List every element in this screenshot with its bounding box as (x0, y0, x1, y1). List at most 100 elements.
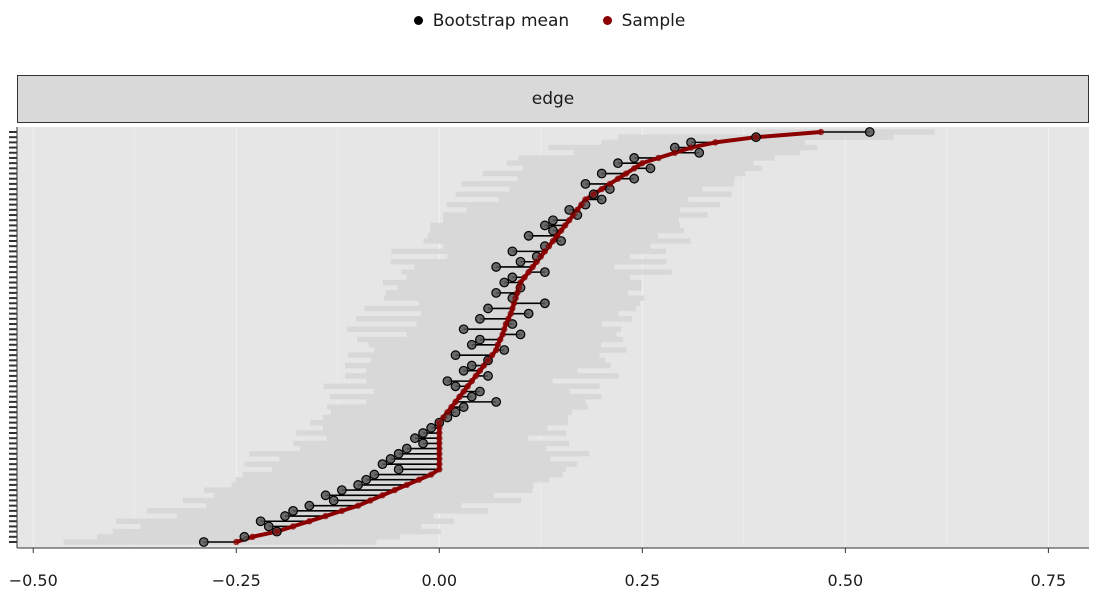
bootstrap-mean-point (450, 407, 461, 418)
sample-point (515, 284, 523, 291)
bootstrap-mean-point (864, 127, 875, 137)
bootstrap-mean-point (548, 225, 558, 236)
bootstrap-mean-point (450, 350, 461, 361)
sample-point (436, 445, 443, 452)
x-tick-label: 0.75 (1031, 571, 1067, 590)
sample-point (512, 294, 519, 302)
bootstrap-mean-point (198, 537, 209, 547)
sample-point (561, 222, 569, 229)
sample-point (622, 170, 630, 177)
bootstrap-mean-point (328, 495, 339, 506)
legend-label: Sample (621, 10, 686, 31)
bootstrap-mean-point (361, 474, 372, 485)
legend-item-bootstrap-mean[interactable]: Bootstrap mean (413, 10, 570, 31)
sample-point (249, 533, 256, 541)
sample-point (525, 268, 532, 276)
bootstrap-mean-point (393, 464, 404, 475)
sample-point (492, 346, 500, 354)
legend-item-sample[interactable]: Sample (602, 10, 686, 31)
sample-point (606, 180, 614, 188)
sample-point (553, 232, 561, 239)
bootstrap-mean-point (499, 345, 510, 355)
bootstrap-mean-point (539, 267, 550, 278)
sample-point (557, 227, 565, 234)
sample-point (817, 128, 825, 136)
bootstrap-mean-point (613, 158, 623, 169)
sample-point (631, 165, 638, 172)
sample-point (436, 450, 443, 457)
bootstrap-mean-point (458, 402, 469, 412)
x-tick-label: 0.25 (625, 571, 661, 590)
sample-point (671, 149, 679, 156)
x-tick-label: −0.25 (212, 571, 261, 590)
sample-point (233, 538, 240, 546)
sample-point (379, 492, 386, 499)
sample-point (687, 144, 695, 151)
bootstrap-mean-point (523, 230, 534, 241)
sample-point (549, 237, 557, 245)
sample-point (456, 393, 463, 400)
sample-point (460, 388, 467, 395)
bootstrap-mean-point (515, 329, 526, 340)
sample-point (517, 279, 524, 286)
sample-point (574, 206, 581, 214)
bootstrap-mean-point (515, 256, 526, 267)
bootstrap-mean-point (280, 511, 290, 521)
sample-point (273, 528, 281, 535)
legend: Bootstrap mean Sample (0, 10, 1099, 31)
bootstrap-mean-point (523, 308, 534, 319)
bootstrap-mean-point (239, 531, 250, 542)
bootstrap-mean-point (499, 277, 510, 288)
sample-point (436, 440, 443, 447)
sample-point (614, 175, 622, 182)
bootstrap-mean-point (401, 443, 412, 454)
sample-point (502, 320, 510, 328)
bootstrap-mean-point (288, 505, 299, 516)
sample-point (436, 435, 443, 442)
sample-point (476, 367, 484, 374)
sample-point (541, 248, 549, 255)
sample-point (436, 419, 443, 426)
sample-point (582, 196, 589, 203)
bootstrap-mean-point (304, 500, 315, 511)
sample-point (448, 403, 455, 411)
bootstrap-mean-point (507, 246, 518, 257)
sample-point (289, 523, 297, 530)
bootstrap-mean-point (596, 168, 607, 179)
sample-point (306, 518, 313, 525)
sample-point (533, 258, 540, 265)
sample-point (436, 429, 443, 437)
sample-point (752, 133, 760, 141)
sample-point (590, 191, 597, 198)
facet-strip: edge (17, 75, 1089, 123)
bootstrap-mean-point (418, 438, 428, 449)
bootstrap-mean-point (475, 313, 485, 324)
bootstrap-mean-point (629, 173, 640, 184)
bootstrap-mean-point (385, 454, 396, 464)
bootstrap-mean-point (491, 262, 502, 272)
legend-dot-icon (602, 16, 612, 25)
sample-point (354, 502, 362, 509)
bootstrap-mean-point (556, 236, 567, 246)
x-tick-label: −0.50 (9, 571, 58, 590)
bootstrap-mean-point (263, 521, 274, 532)
sample-point (510, 300, 518, 307)
facet-label: edge (531, 89, 575, 109)
sample-point (436, 460, 443, 468)
bootstrap-mean-point (475, 386, 485, 397)
bootstrap-mean-point (377, 459, 388, 470)
sample-point (436, 455, 443, 463)
sample-point (505, 315, 512, 323)
sample-point (514, 289, 521, 297)
sample-point (403, 481, 411, 489)
bootstrap-mean-point (426, 422, 437, 433)
sample-point (566, 217, 573, 224)
bootstrap-mean-point (320, 490, 331, 501)
legend-label: Bootstrap mean (432, 10, 570, 31)
bootstrap-mean-point (539, 298, 550, 309)
bootstrap-mean-point (466, 339, 477, 350)
sample-point (521, 274, 528, 281)
sample-point (440, 414, 447, 421)
sample-point (598, 185, 605, 193)
